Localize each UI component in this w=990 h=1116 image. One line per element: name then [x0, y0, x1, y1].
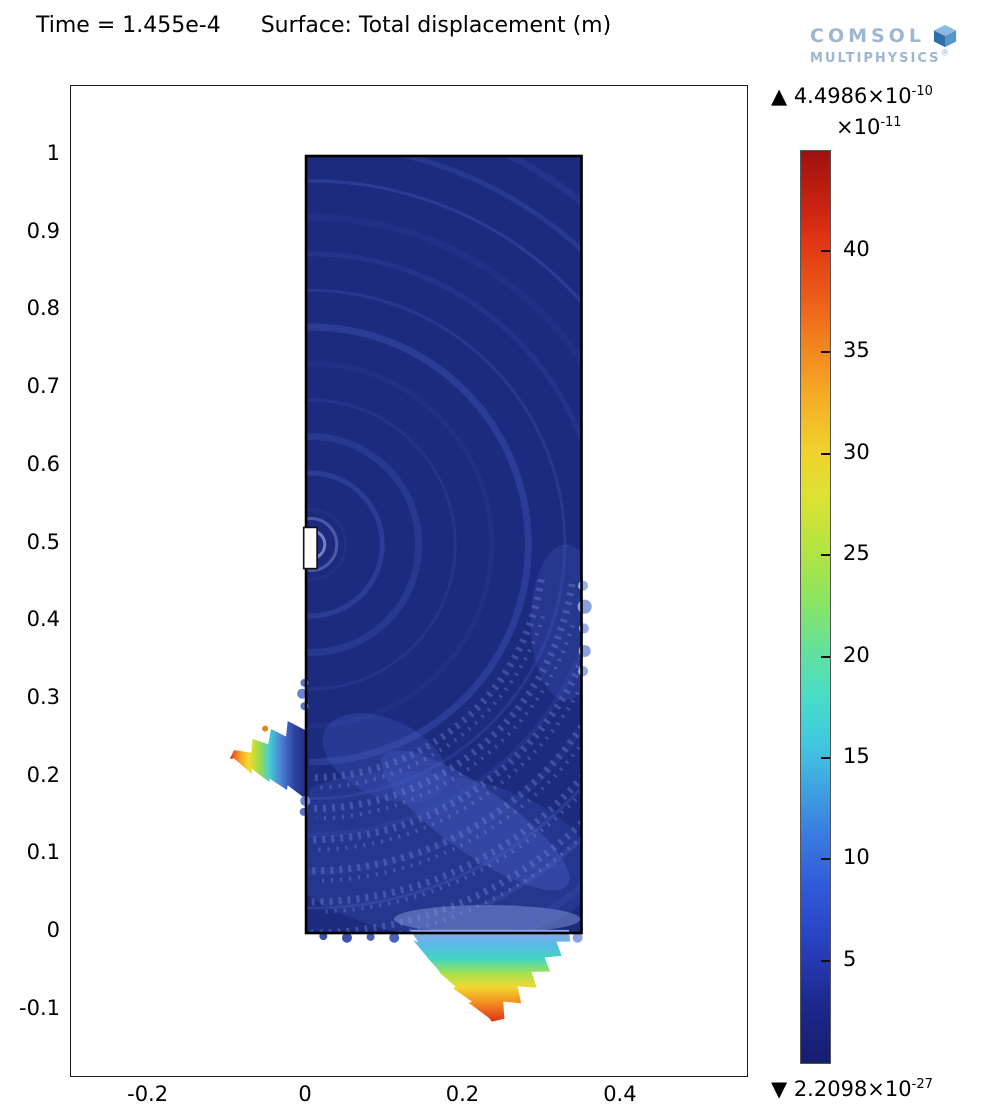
y-tick-label: 1: [46, 141, 60, 165]
colorbar-tick-label: 20: [843, 642, 870, 667]
ripple-ring: [306, 323, 532, 766]
colorbar-tick-label: 25: [843, 541, 870, 566]
ripple-ring: [306, 251, 582, 838]
colorbar-tick-label: 30: [843, 439, 870, 464]
y-tick-label: 0.1: [26, 840, 60, 865]
texture-wash: [381, 750, 570, 891]
colorbar-max-value: ▲ 4.4986×10: [771, 84, 912, 108]
x-tick-label: 0: [298, 1082, 312, 1106]
texture-wash: [322, 713, 447, 804]
edge-bump: [389, 932, 400, 943]
texture-wash: [530, 544, 582, 700]
multiphysics-wordmark: MULTIPHYSICS: [810, 51, 941, 66]
speckle-arc: [306, 818, 582, 934]
wave-field: [306, 156, 582, 934]
speckle-arc: [316, 624, 575, 821]
edge-bump: [578, 580, 589, 591]
edge-bump: [297, 688, 308, 699]
comsol-logo-row1: COMSOL: [810, 24, 970, 48]
edge-bump: [366, 932, 375, 941]
ripple-ring: [306, 213, 582, 876]
x-tick-label: -0.2: [127, 1082, 169, 1106]
plot-title: Time = 1.455e-4 Surface: Total displaceme…: [36, 13, 611, 38]
y-tick-label: 0.9: [26, 218, 60, 243]
comsol-logo-row2: MULTIPHYSICS®: [810, 47, 970, 66]
colorbar-min-exponent: -27: [911, 1077, 933, 1092]
colorbar-max-label: ▲ 4.4986×10-10: [771, 84, 933, 108]
x-tick-label: 0.2: [445, 1082, 480, 1106]
edge-bump: [341, 932, 352, 943]
texture-wash: [306, 771, 582, 934]
colorbar-scale-value: ×10: [836, 115, 881, 139]
bottom-lobe: [409, 929, 571, 1022]
ripple-ring: [306, 470, 385, 619]
colorbar-scale-exponent: -11: [880, 115, 902, 130]
colorbar-tick-label: 15: [843, 743, 870, 768]
ripple-ring: [306, 289, 567, 801]
speckle-arc: [315, 615, 545, 790]
edge-bump: [578, 666, 589, 677]
texture-wash: [393, 905, 581, 934]
speckle-arc: [317, 740, 582, 883]
x-tick-label: 0.4: [603, 1082, 637, 1106]
surface-label: Surface: Total displacement (m): [260, 13, 612, 38]
ripple-ring: [306, 508, 348, 581]
edge-bump: [572, 932, 583, 943]
colorbar-tick-label: 40: [843, 237, 870, 262]
ripple-ring: [306, 179, 582, 910]
speckle-arc: [306, 578, 545, 782]
speckle-arc: [306, 720, 582, 875]
speckle-arc: [317, 680, 582, 852]
source-mark: [302, 526, 318, 570]
comsol-wordmark: COMSOL: [810, 25, 925, 47]
surface-plot-canvas: [229, 154, 592, 1022]
y-tick-label: 0.8: [26, 296, 60, 321]
colorbar-min-value: ▼ 2.2098×10: [771, 1077, 912, 1101]
speckle-arc: [306, 652, 582, 844]
comsol-cube-icon: [933, 24, 957, 48]
ripple-ring: [306, 361, 495, 729]
colorbar-scale-label: ×10-11: [836, 115, 902, 139]
colorbar: [800, 150, 831, 1064]
ripple-ring: [306, 433, 423, 656]
y-tick-label: 0.2: [26, 762, 60, 787]
y-tick-label: 0.6: [26, 451, 60, 476]
comsol-logo: COMSOL MULTIPHYSICS®: [810, 24, 970, 66]
ripple-ring: [306, 398, 457, 691]
edge-bump: [262, 725, 269, 732]
time-label: Time = 1.455e-4: [36, 13, 221, 38]
ripple-ring: [306, 517, 339, 573]
colorbar-tick-label: 10: [843, 845, 870, 870]
y-tick-label: 0.3: [26, 684, 60, 709]
plot-frame: [70, 85, 748, 1077]
colorbar-tick-label: 35: [843, 338, 870, 363]
colorbar-min-label: ▼ 2.2098×10-27: [771, 1077, 933, 1101]
speckle-arc: [306, 583, 576, 813]
y-tick-label: 0: [46, 918, 60, 943]
y-tick-label: -0.1: [19, 995, 60, 1020]
y-tick-label: 0.7: [26, 374, 60, 399]
left-lobe: [229, 721, 310, 798]
colorbar-tick-label: 5: [843, 946, 857, 971]
y-tick-label: 0.4: [26, 607, 60, 632]
y-tick-label: 0.5: [26, 529, 60, 554]
colorbar-max-exponent: -10: [911, 84, 933, 99]
edge-bump: [577, 599, 592, 614]
registered-mark: ®: [940, 48, 950, 59]
